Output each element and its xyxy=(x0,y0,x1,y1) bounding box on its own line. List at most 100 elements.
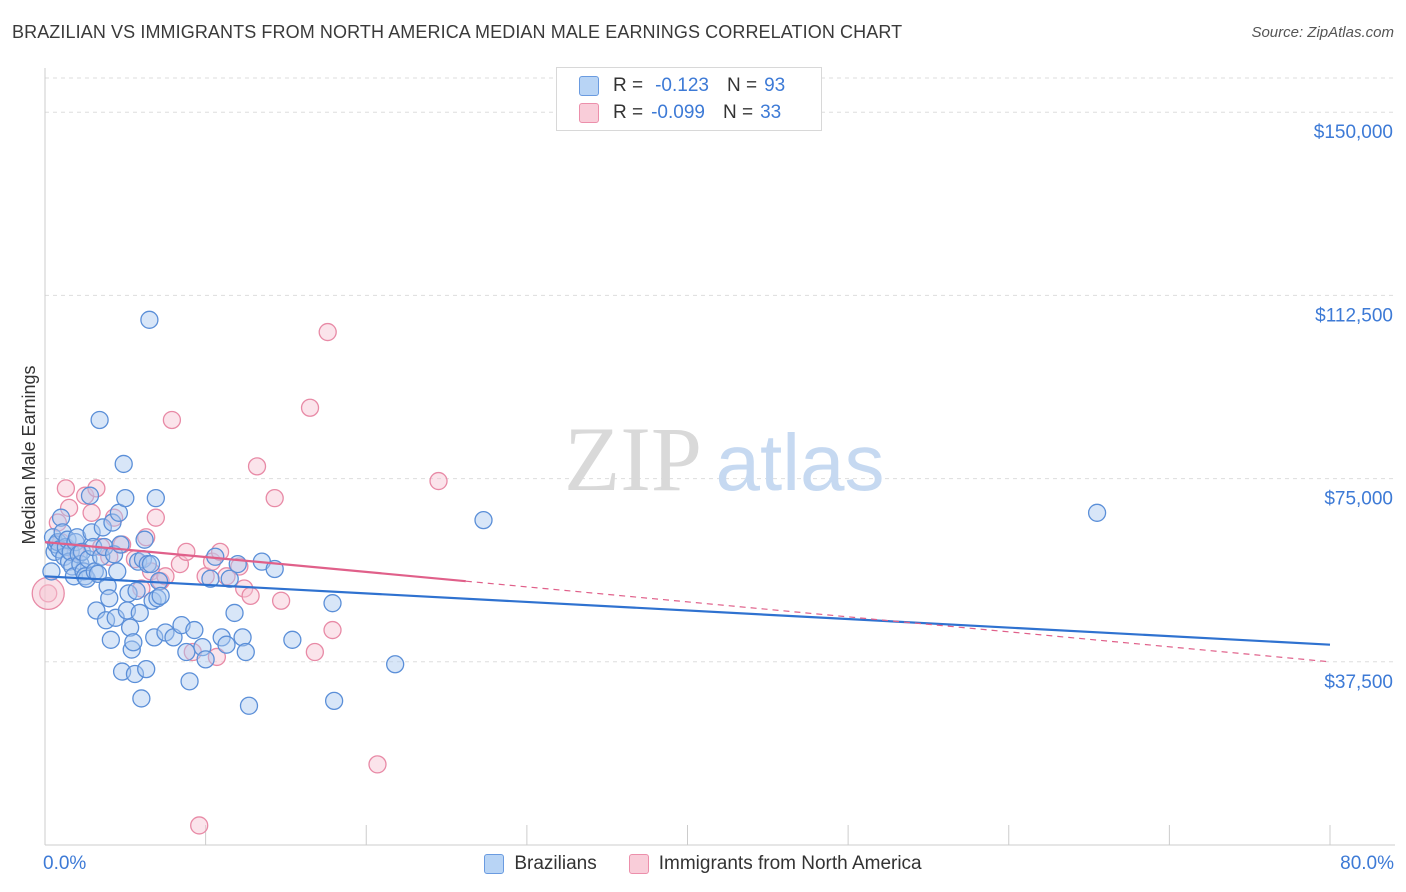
data-point xyxy=(233,628,252,647)
data-point xyxy=(196,650,215,669)
data-point xyxy=(283,630,302,649)
data-point xyxy=(225,603,244,623)
data-point xyxy=(146,508,165,527)
data-point xyxy=(48,513,67,532)
data-point xyxy=(185,620,204,640)
data-point xyxy=(122,640,141,659)
data-point xyxy=(220,569,239,588)
trend-line-immigrants-extrapolated xyxy=(465,580,1331,663)
data-point xyxy=(180,672,199,691)
data-point xyxy=(300,398,320,417)
x-tick-label: 80.0% xyxy=(1340,853,1394,874)
legend-label-brazilians: Brazilians xyxy=(514,853,597,874)
data-point xyxy=(130,603,149,623)
data-point xyxy=(162,410,182,430)
pink-swatch-icon xyxy=(579,103,599,123)
watermark: ZIP atlas xyxy=(564,408,884,510)
data-point xyxy=(146,488,165,508)
data-point xyxy=(132,689,151,708)
data-point xyxy=(141,554,161,574)
data-point xyxy=(103,513,122,532)
series-brazilians-points xyxy=(42,310,1107,715)
legend-item-immigrants[interactable]: Immigrants from North America xyxy=(628,853,922,875)
chart-title: BRAZILIAN VS IMMIGRANTS FROM NORTH AMERI… xyxy=(12,22,903,42)
data-point xyxy=(305,642,325,662)
trend-lines xyxy=(44,541,1331,663)
data-point xyxy=(106,608,125,627)
watermark-zip: ZIP xyxy=(564,408,702,510)
r-value: -0.099 xyxy=(651,102,705,123)
axis-labels: $37,500 $75,000 $112,500 $150,000 0.0% 80.0% M… xyxy=(19,122,1394,874)
data-point xyxy=(82,503,101,522)
data-point xyxy=(51,508,71,527)
data-point xyxy=(135,530,154,549)
data-point xyxy=(368,755,387,774)
data-point xyxy=(177,542,196,562)
y-tick-label: $150,000 xyxy=(1314,122,1393,143)
n-label: N = xyxy=(726,75,758,96)
data-point xyxy=(323,620,342,640)
data-point xyxy=(56,479,76,498)
r-label: R = xyxy=(613,102,644,123)
y-axis-label: Median Male Earnings xyxy=(19,365,39,544)
blue-swatch-icon xyxy=(484,854,505,874)
data-point xyxy=(429,471,448,491)
trend-line-brazilians xyxy=(44,575,1331,646)
data-point xyxy=(239,696,259,715)
data-point xyxy=(87,479,106,498)
y-tick-label: $75,000 xyxy=(1324,489,1393,510)
data-point xyxy=(207,647,227,667)
data-point xyxy=(386,655,405,674)
legend-item-brazilians[interactable]: Brazilians xyxy=(484,853,597,875)
data-point-cluster xyxy=(31,576,65,611)
data-point xyxy=(151,586,170,605)
data-point xyxy=(100,589,119,608)
data-point xyxy=(236,642,255,662)
n-value: 93 xyxy=(764,75,786,96)
n-value: 33 xyxy=(760,102,782,123)
legend-label-immigrants: Immigrants from North America xyxy=(658,853,922,874)
r-label: R = xyxy=(613,75,644,96)
watermark-atlas: atlas xyxy=(716,418,885,507)
data-point xyxy=(265,488,284,508)
data-point xyxy=(124,633,143,652)
x-tick-label: 0.0% xyxy=(43,853,86,874)
data-point xyxy=(1087,503,1107,522)
data-point xyxy=(104,545,124,564)
data-point xyxy=(228,554,247,574)
data-point xyxy=(90,410,109,430)
blue-swatch-icon xyxy=(579,76,599,96)
data-point xyxy=(101,630,121,649)
n-label: N = xyxy=(722,102,754,123)
data-point xyxy=(201,569,220,588)
data-point xyxy=(114,454,133,474)
data-point xyxy=(93,518,112,537)
data-point xyxy=(76,486,95,505)
data-point xyxy=(87,601,106,620)
data-point xyxy=(474,510,493,530)
data-point xyxy=(271,591,291,610)
data-point xyxy=(108,562,127,581)
data-point xyxy=(217,635,236,654)
data-point xyxy=(324,691,344,711)
r-value: -0.123 xyxy=(655,75,709,96)
data-point xyxy=(140,310,159,329)
data-point xyxy=(241,586,260,605)
data-point xyxy=(235,579,254,598)
stats-legend-row-brazilians: R = -0.123 N = 93 xyxy=(579,73,785,99)
data-point xyxy=(145,628,164,647)
series-legend: Brazilians Immigrants from North America xyxy=(0,850,1406,878)
stats-legend-row-immigrants: R = -0.099 N = 33 xyxy=(579,100,781,126)
data-point xyxy=(318,322,337,342)
data-point xyxy=(80,486,100,505)
data-point xyxy=(190,816,209,835)
data-point xyxy=(323,594,342,613)
data-point xyxy=(177,642,196,662)
data-point xyxy=(72,542,92,562)
y-tick-label: $37,500 xyxy=(1324,672,1393,693)
stats-legend: R = -0.123 N = 93 R = -0.099 N = 33 xyxy=(556,67,822,131)
pink-swatch-icon xyxy=(628,854,649,874)
data-point xyxy=(125,664,145,684)
data-point xyxy=(137,659,156,679)
